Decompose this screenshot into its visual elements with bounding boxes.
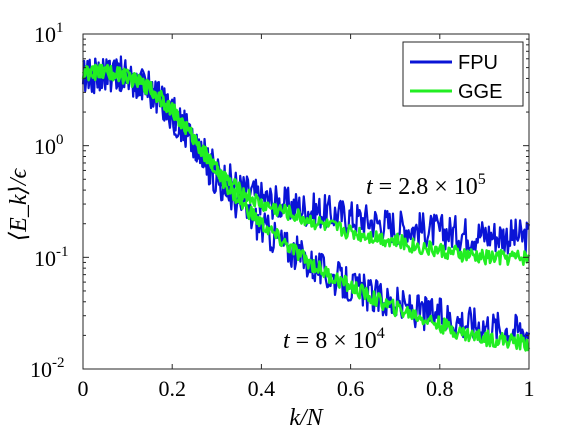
legend-label-fpu: FPU (458, 52, 498, 74)
annotation-time-upper: t = 2.8 × 105 (366, 171, 486, 200)
series-layer (81, 55, 531, 352)
plot-frame (82, 33, 530, 370)
y-axis-label: ⟨E_k⟩/ϵ (6, 167, 32, 241)
x-tick-label: 0 (78, 376, 89, 401)
x-axis-label: k/N (289, 405, 324, 431)
x-tick-label: 0.6 (337, 376, 365, 401)
x-tick-label: 0.2 (158, 376, 186, 401)
y-tick-label: 10-1 (34, 244, 69, 271)
legend: FPU GGE (402, 41, 524, 107)
legend-label-gge: GGE (458, 81, 502, 103)
y-tick-label: 100 (34, 132, 64, 159)
x-tick-label: 0.4 (248, 376, 276, 401)
x-tick-label: 1 (524, 376, 535, 401)
annotation-time-lower: t = 8 × 104 (283, 325, 385, 354)
y-tick-label: 101 (34, 20, 64, 47)
legend-box (402, 41, 524, 107)
series-line-gge-lower (81, 63, 531, 352)
y-tick-label: 10-2 (30, 355, 65, 382)
x-tick-label: 0.8 (426, 376, 454, 401)
